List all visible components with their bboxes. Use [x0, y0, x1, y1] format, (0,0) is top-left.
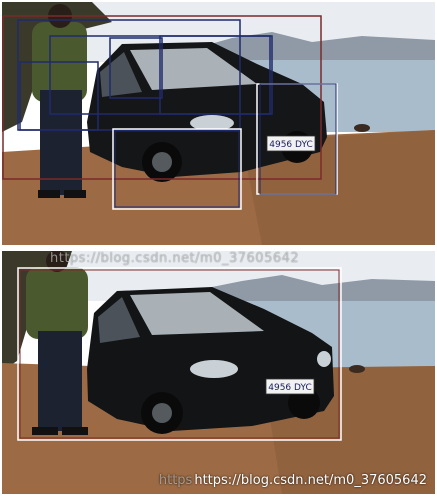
box-red-large — [2, 15, 322, 180]
box-white-2 — [112, 128, 242, 210]
detection-boxes — [2, 15, 338, 210]
hills — [182, 32, 435, 64]
top-image-panel: 4956 DYC — [2, 2, 435, 245]
watermark-top: https://blog.csdn.net/m0_37605642 — [50, 251, 300, 266]
box-blue-4 — [109, 37, 163, 99]
license-plate — [266, 135, 316, 152]
license-plate-text-bottom: 4956 DYC — [268, 383, 312, 393]
box-blue-1 — [17, 19, 241, 131]
watermark-url: https://blog.csdn.net/m0_37605642 — [194, 473, 427, 488]
box-blue-3 — [159, 35, 271, 115]
bottom-photo: 4956 DYC — [2, 251, 435, 494]
tree — [2, 2, 112, 132]
final-detection-box-inner — [19, 269, 340, 439]
watermark-bottom: https https://blog.csdn.net/m0_37605642 — [159, 473, 427, 488]
top-photo: 4956 DYC — [2, 2, 435, 245]
box-blue-7 — [114, 130, 240, 208]
bottom-image-panel: 4956 DYC https://blog.csdn.net/m0_376056… — [2, 251, 435, 494]
license-plate-text: 4956 DYC — [269, 140, 313, 150]
box-blue-5 — [19, 61, 99, 131]
box-blue-6 — [259, 83, 337, 195]
final-detection-box — [17, 267, 342, 441]
watermark-ghost: https — [158, 473, 193, 488]
